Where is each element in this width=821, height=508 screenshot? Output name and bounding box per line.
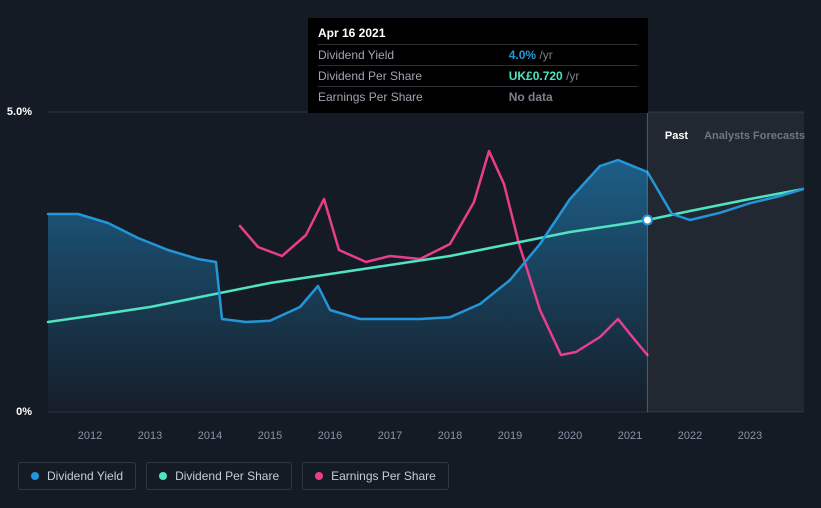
x-tick: 2021 xyxy=(618,430,642,442)
x-tick: 2017 xyxy=(378,430,402,442)
x-tick: 2013 xyxy=(138,430,162,442)
tooltip-row-value: 4.0% /yr xyxy=(501,45,638,66)
chart-svg xyxy=(18,100,804,420)
region-past-label: Past xyxy=(665,130,688,142)
x-tick: 2015 xyxy=(258,430,282,442)
x-axis-labels: 2012 2013 2014 2015 2016 2017 2018 2019 2020 2021… xyxy=(48,430,804,446)
legend-item[interactable]: Dividend Yield xyxy=(18,462,136,490)
tooltip-title: Apr 16 2021 xyxy=(318,26,638,40)
x-tick: 2023 xyxy=(738,430,762,442)
tooltip-row-value: UK£0.720 /yr xyxy=(501,66,638,87)
legend-dot-icon xyxy=(315,472,323,480)
chart-area[interactable]: 5.0% 0% xyxy=(18,100,804,420)
legend-item[interactable]: Dividend Per Share xyxy=(146,462,292,490)
x-tick: 2016 xyxy=(318,430,342,442)
tooltip-table: Dividend Yield 4.0% /yrDividend Per Shar… xyxy=(318,44,638,107)
tooltip-row: Dividend Yield 4.0% /yr xyxy=(318,45,638,66)
legend-label: Earnings Per Share xyxy=(331,469,436,483)
legend-dot-icon xyxy=(159,472,167,480)
x-tick: 2012 xyxy=(78,430,102,442)
region-labels: Past Analysts Forecasts xyxy=(665,130,805,142)
tooltip-row-label: Dividend Per Share xyxy=(318,66,501,87)
x-tick: 2018 xyxy=(438,430,462,442)
legend-item[interactable]: Earnings Per Share xyxy=(302,462,449,490)
tooltip-row-label: Dividend Yield xyxy=(318,45,501,66)
y-axis-label-bottom: 0% xyxy=(16,406,32,418)
legend-label: Dividend Yield xyxy=(47,469,123,483)
tooltip-row-value: No data xyxy=(501,87,638,108)
tooltip-row: Earnings Per Share No data xyxy=(318,87,638,108)
x-tick: 2020 xyxy=(558,430,582,442)
tooltip-row-label: Earnings Per Share xyxy=(318,87,501,108)
x-tick: 2022 xyxy=(678,430,702,442)
legend-dot-icon xyxy=(31,472,39,480)
x-tick: 2014 xyxy=(198,430,222,442)
tooltip-row: Dividend Per Share UK£0.720 /yr xyxy=(318,66,638,87)
y-axis-label-top: 5.0% xyxy=(7,106,32,118)
legend: Dividend Yield Dividend Per Share Earnings… xyxy=(18,462,449,490)
x-tick: 2019 xyxy=(498,430,522,442)
legend-label: Dividend Per Share xyxy=(175,469,279,483)
region-future-label: Analysts Forecasts xyxy=(704,130,805,142)
tooltip: Apr 16 2021 Dividend Yield 4.0% /yrDivid… xyxy=(308,18,648,113)
